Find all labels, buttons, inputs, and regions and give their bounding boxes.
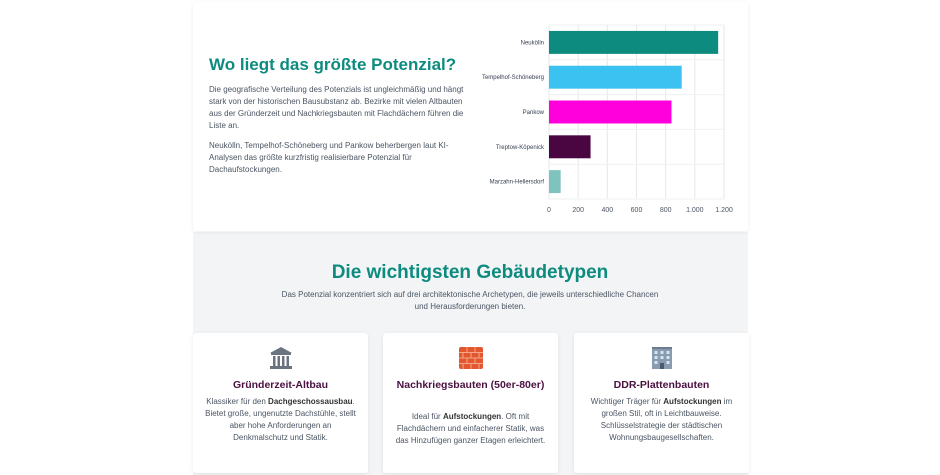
potential-heading: Wo liegt das größte Potenzial? [209,55,457,74]
building-types-subtitle: Das Potenzial konzentriert sich auf drei… [281,290,659,311]
bar [549,30,719,54]
bar [549,135,591,159]
card-title: Nachkriegsbauten (50er-80er) [396,379,545,391]
office-building-icon [651,347,672,369]
card-nachkriegsbauten: Nachkriegsbauten (50er-80er) Ideal für A… [383,333,558,473]
x-tick-label: 1.200 [715,207,733,214]
category-label: Marzahn-Hellersdorf [490,180,545,186]
card-text: Wichtiger Träger für Aufstockungen im gr… [590,397,733,442]
category-label: Treptow-Köpenick [496,145,545,151]
x-tick-label: 200 [572,207,584,214]
bar [549,65,682,89]
card-title: DDR-Plattenbauten [613,379,710,391]
x-tick-label: 600 [631,207,643,214]
district-potential-chart: 0 200 400 600 800 1.000 1.200 Neukölln Tempelhof… [482,24,733,214]
card-text: Ideal für Aufstockungen. Oft mit Flachdä… [395,412,546,445]
card-text: Klassiker für den Dachgeschossausbau. Bi… [205,397,356,442]
category-label: Neukölln [521,40,544,46]
category-label: Tempelhof-Schöneberg [482,75,544,81]
bar [549,100,672,124]
potential-paragraph-1: Die geografische Verteilung des Potenzia… [209,85,464,130]
card-gruenderzeit-altbau: Gründerzeit-Altbau Klassiker für den Dac… [193,333,368,473]
x-tick-label: 0 [547,207,551,214]
category-label: Pankow [523,110,545,116]
card-title: Gründerzeit-Altbau [232,379,329,391]
bar [549,170,561,194]
classical-building-icon [269,347,292,369]
brick-icon [458,347,483,369]
x-tick-label: 400 [601,207,613,214]
card-ddr-plattenbauten: DDR-Plattenbauten Wichtiger Träger für A… [574,333,749,473]
potential-paragraph-2: Neukölln, Tempelhof-Schöneberg und Panko… [209,141,449,174]
building-types-heading: Die wichtigsten Gebäudetypen [331,262,609,283]
x-tick-label: 1.000 [686,207,704,214]
x-tick-label: 800 [660,207,672,214]
